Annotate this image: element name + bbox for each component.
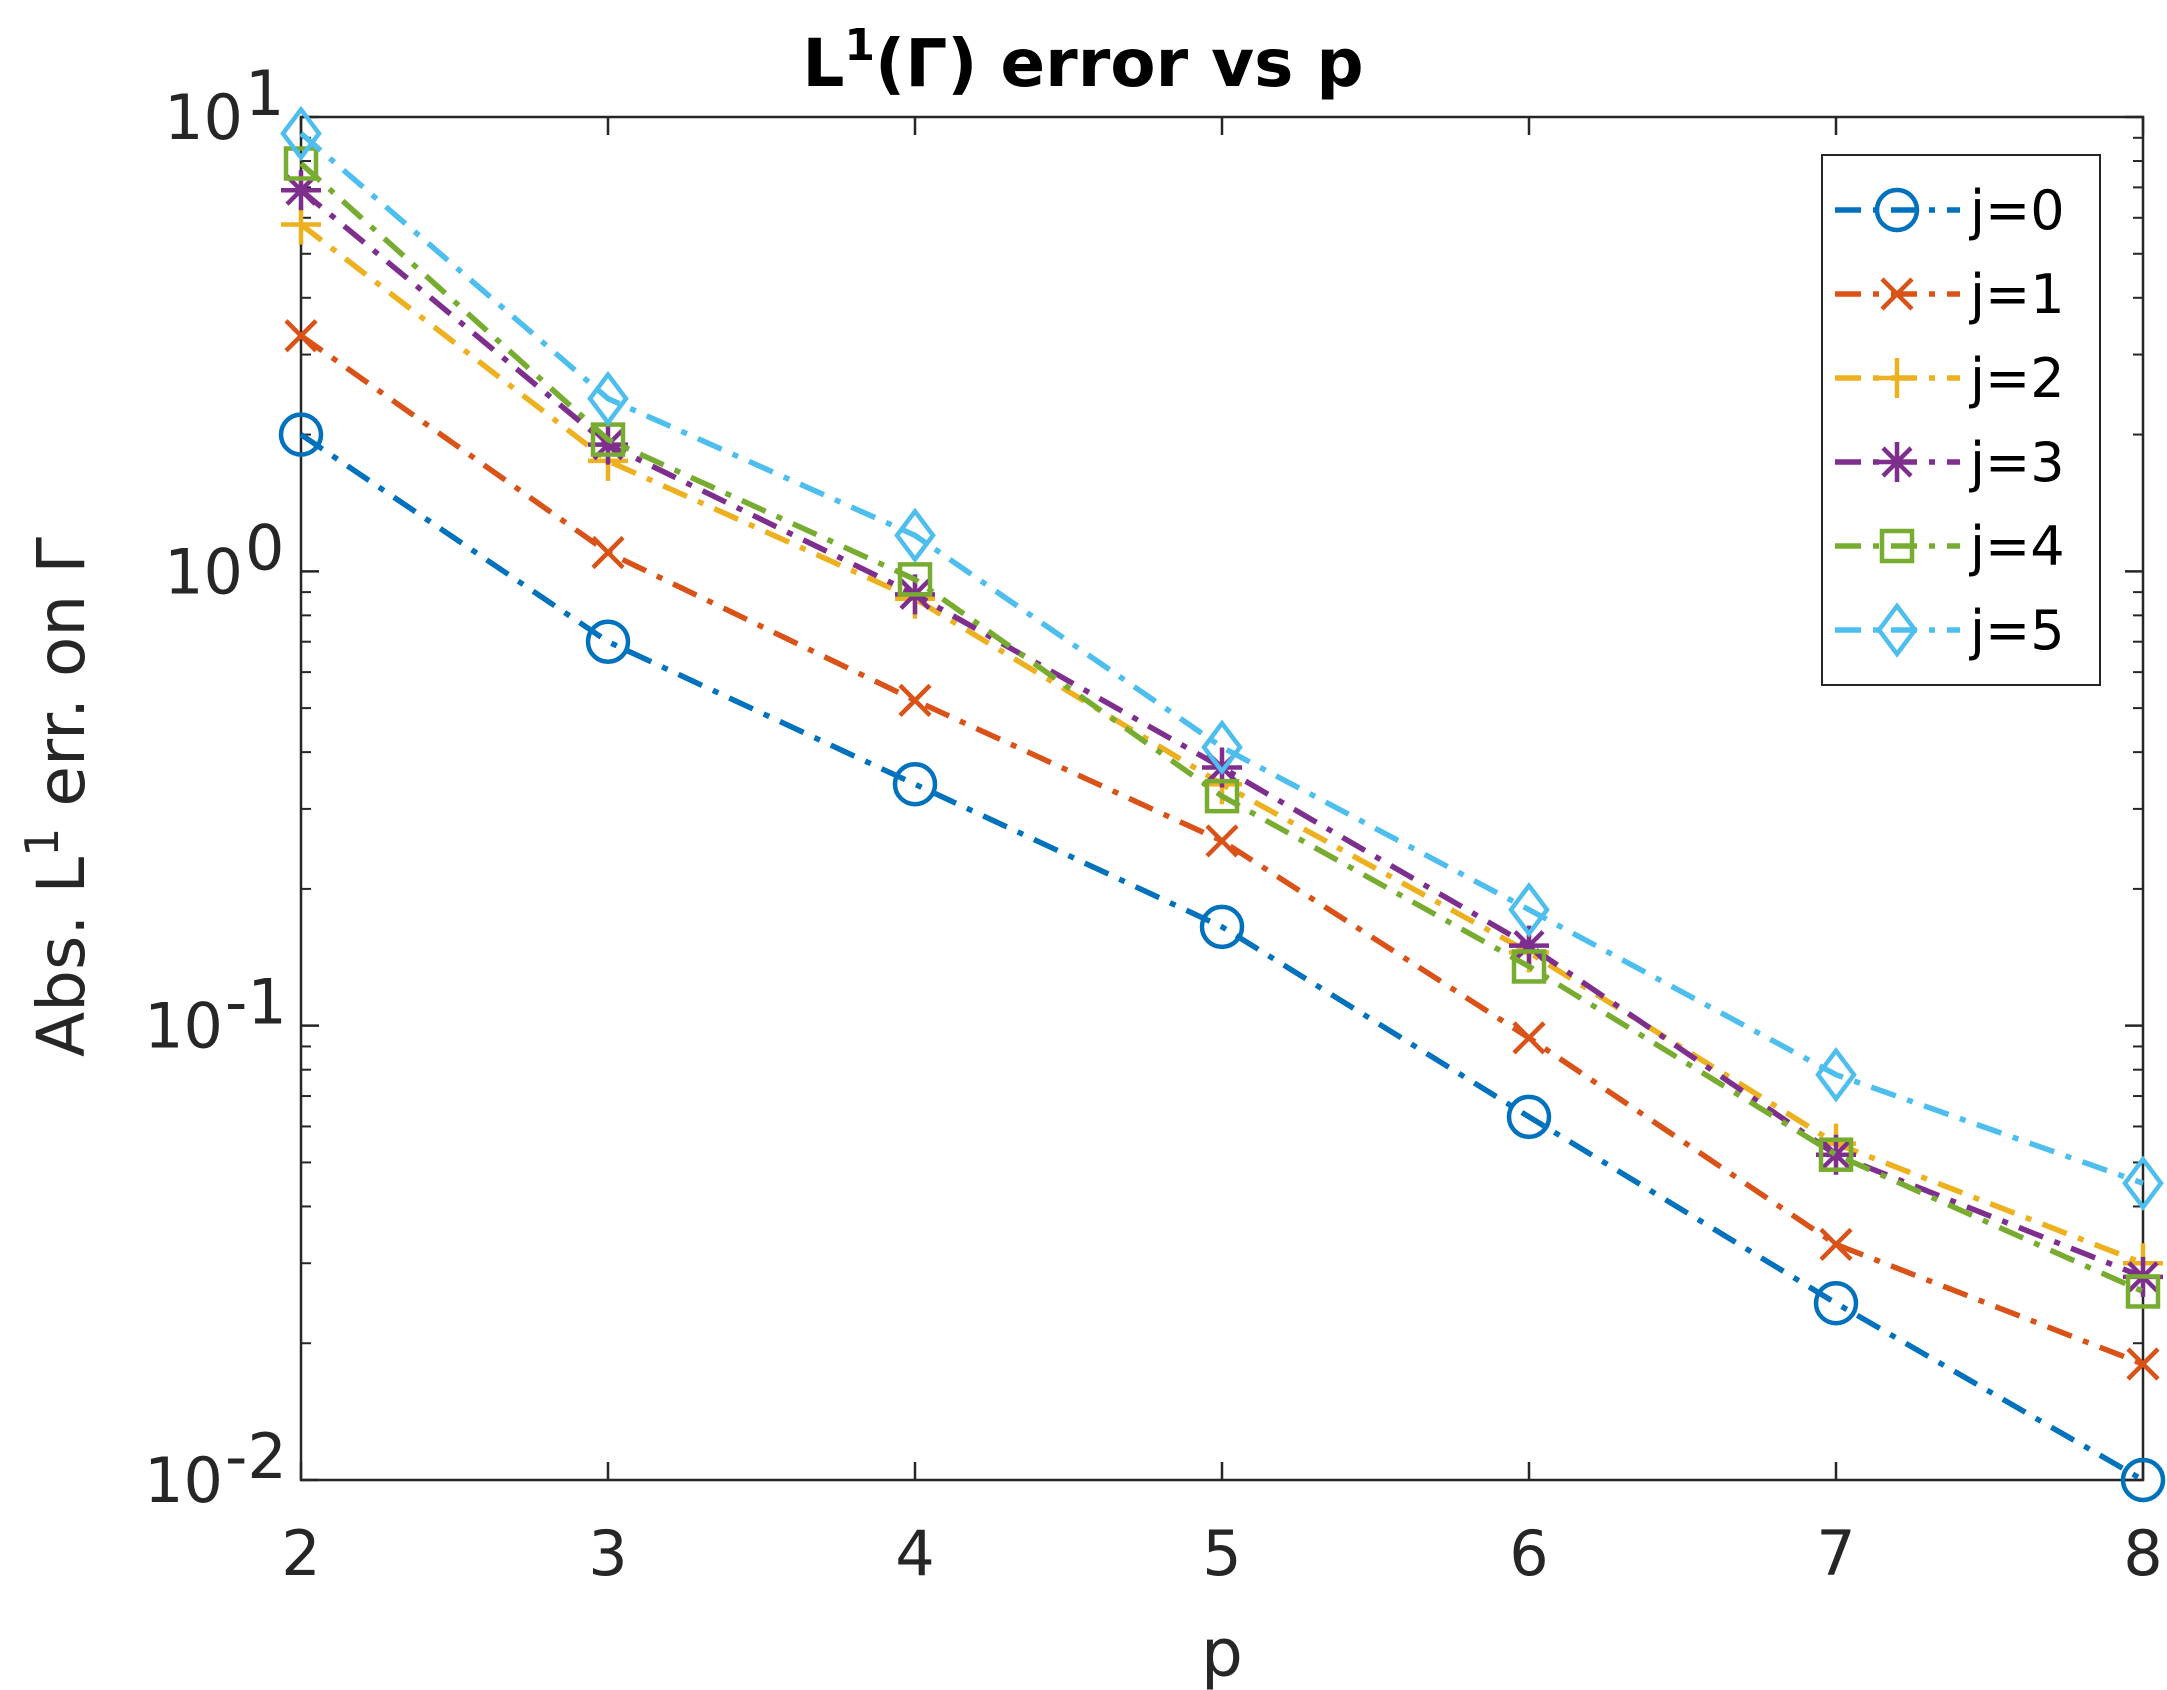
data-point-marker bbox=[283, 146, 319, 181]
x-tick-label: 5 bbox=[1202, 1517, 1241, 1590]
legend-entry-j=1: j=1 bbox=[1835, 263, 2065, 326]
data-point-marker bbox=[2125, 1274, 2161, 1309]
y-tick-label-exponent: -1 bbox=[225, 966, 287, 1039]
y-tick-label: 10 bbox=[144, 990, 223, 1063]
series-j=1 bbox=[284, 319, 2160, 1381]
y-tick-label: 10 bbox=[164, 535, 243, 608]
legend-label: j=5 bbox=[1969, 599, 2065, 662]
data-point-marker bbox=[280, 105, 322, 162]
series-line-j=4 bbox=[299, 161, 2145, 1294]
x-tick-label: 4 bbox=[895, 1517, 934, 1590]
y-tick-label-exponent: 0 bbox=[245, 511, 284, 584]
series-line-j=5 bbox=[299, 131, 2144, 1186]
legend-label: j=3 bbox=[1969, 431, 2065, 494]
x-tick-label: 2 bbox=[281, 1517, 320, 1590]
data-point-marker bbox=[1511, 949, 1547, 984]
legend-entry-j=5: j=5 bbox=[1835, 599, 2065, 662]
legend-label: j=1 bbox=[1969, 263, 2065, 326]
data-point-marker bbox=[2122, 1155, 2164, 1211]
y-tick-label-exponent: -2 bbox=[225, 1420, 287, 1493]
x-tick-label: 3 bbox=[588, 1517, 627, 1590]
data-point-marker bbox=[1205, 824, 1239, 858]
x-axis-label: p bbox=[1201, 1615, 1243, 1690]
series-line-j=0 bbox=[299, 432, 2145, 1483]
data-point-marker bbox=[281, 170, 321, 211]
data-point-marker bbox=[591, 535, 625, 570]
data-point-marker bbox=[1819, 1227, 1853, 1262]
data-point-marker bbox=[898, 683, 932, 717]
series-j=4 bbox=[283, 146, 2161, 1309]
y-tick-label: 10 bbox=[144, 1444, 223, 1517]
legend-label: j=2 bbox=[1969, 347, 2065, 410]
y-axis-label: Abs. L1 err. on Γ bbox=[15, 537, 100, 1057]
data-point-marker bbox=[1512, 1021, 1546, 1055]
legend-marker bbox=[1877, 442, 1917, 482]
legend-box bbox=[1821, 154, 2101, 686]
chart-title-rest: (Γ) error vs p bbox=[875, 25, 1364, 102]
data-point-marker bbox=[897, 562, 933, 597]
legend-marker bbox=[1876, 602, 1918, 658]
chart-title-superscript: 1 bbox=[844, 20, 875, 71]
data-point-marker bbox=[1816, 1134, 1856, 1175]
y-axis-label-after: err. on Γ bbox=[23, 537, 100, 828]
legend-label: j=4 bbox=[1969, 515, 2065, 578]
legend-marker bbox=[1874, 187, 1920, 233]
series-layer bbox=[278, 105, 2166, 1503]
legend-marker bbox=[1879, 528, 1915, 564]
legend-marker bbox=[1880, 277, 1914, 311]
legend-entry-j=2: j=2 bbox=[1835, 347, 2065, 410]
data-point-marker bbox=[1815, 1046, 1857, 1103]
y-tick-label: 10 bbox=[164, 81, 243, 154]
data-point-marker bbox=[1813, 1280, 1859, 1326]
chart-title-main: L bbox=[802, 25, 844, 102]
chart-title: L1(Γ) error vs p bbox=[802, 20, 1363, 102]
x-tick-label: 8 bbox=[2123, 1517, 2162, 1590]
data-point-marker bbox=[892, 761, 938, 807]
data-point-marker bbox=[894, 507, 936, 564]
data-point-marker bbox=[278, 412, 324, 457]
x-tick-label: 7 bbox=[1816, 1517, 1855, 1590]
series-j=0 bbox=[278, 412, 2166, 1503]
data-point-marker bbox=[1199, 904, 1245, 950]
y-tick-label-exponent: 1 bbox=[245, 57, 284, 130]
data-point-marker bbox=[1509, 925, 1549, 966]
legend-entry-j=0: j=0 bbox=[1835, 179, 2065, 242]
data-point-marker bbox=[281, 204, 321, 245]
y-axis-label-superscript: 1 bbox=[15, 828, 69, 857]
data-point-marker bbox=[284, 319, 318, 353]
x-tick-label: 6 bbox=[1509, 1517, 1548, 1590]
legend-entry-j=4: j=4 bbox=[1835, 515, 2065, 578]
legend-entry-j=3: j=3 bbox=[1835, 431, 2065, 494]
data-point-marker bbox=[587, 370, 629, 427]
data-point-marker bbox=[1818, 1137, 1854, 1172]
data-point-marker bbox=[1508, 881, 1550, 938]
data-point-marker bbox=[2120, 1457, 2166, 1503]
legend-marker bbox=[1877, 358, 1917, 398]
legend-label: j=0 bbox=[1969, 179, 2065, 242]
data-point-marker bbox=[588, 424, 628, 465]
legend: j=0 j=1 j=2 j=3 j=4 j=5 bbox=[1821, 154, 2101, 686]
data-point-marker bbox=[1204, 778, 1240, 814]
data-point-marker bbox=[1201, 719, 1243, 776]
data-point-marker bbox=[2126, 1347, 2160, 1381]
series-j=5 bbox=[280, 105, 2164, 1211]
data-point-marker bbox=[1506, 1094, 1552, 1140]
y-axis-label-before: Abs. L bbox=[23, 857, 100, 1057]
data-point-marker bbox=[585, 619, 631, 664]
